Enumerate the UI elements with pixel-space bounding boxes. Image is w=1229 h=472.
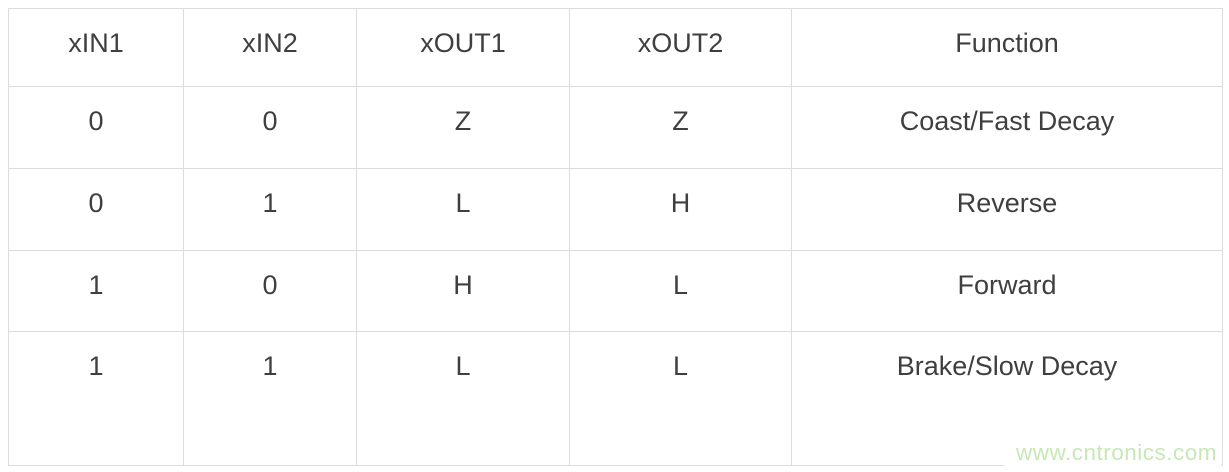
- table-cell: 0: [183, 86, 357, 169]
- column-header-function: Function: [791, 8, 1223, 87]
- table-cell: 1: [183, 168, 357, 251]
- header-row: xIN1 xIN2 xOUT1 xOUT2 Function: [8, 8, 1223, 87]
- table-cell: 1: [183, 331, 357, 466]
- table-row: 1 0 H L Forward: [8, 250, 1223, 332]
- column-header-xin1: xIN1: [8, 8, 184, 87]
- table-cell: L: [356, 331, 570, 466]
- table-cell: L: [569, 331, 792, 466]
- table-cell: 1: [8, 250, 184, 332]
- table-row: 0 0 Z Z Coast/Fast Decay: [8, 86, 1223, 169]
- table-cell: 1: [8, 331, 184, 466]
- column-header-xin2: xIN2: [183, 8, 357, 87]
- watermark-text: www.cntronics.com: [1003, 436, 1221, 472]
- table-cell: 0: [8, 168, 184, 251]
- table-row: 0 1 L H Reverse: [8, 168, 1223, 251]
- table-cell: H: [569, 168, 792, 251]
- table-cell: H: [356, 250, 570, 332]
- table-cell: L: [356, 168, 570, 251]
- table-cell: 0: [183, 250, 357, 332]
- table-cell: 0: [8, 86, 184, 169]
- table-cell-function: Reverse: [791, 168, 1223, 251]
- table-cell: Z: [356, 86, 570, 169]
- table-cell: L: [569, 250, 792, 332]
- table-cell-function: Forward: [791, 250, 1223, 332]
- table-cell-function: Coast/Fast Decay: [791, 86, 1223, 169]
- truth-table: xIN1 xIN2 xOUT1 xOUT2 Function 0 0 Z Z C…: [8, 8, 1223, 466]
- table-cell: Z: [569, 86, 792, 169]
- column-header-xout2: xOUT2: [569, 8, 792, 87]
- column-header-xout1: xOUT1: [356, 8, 570, 87]
